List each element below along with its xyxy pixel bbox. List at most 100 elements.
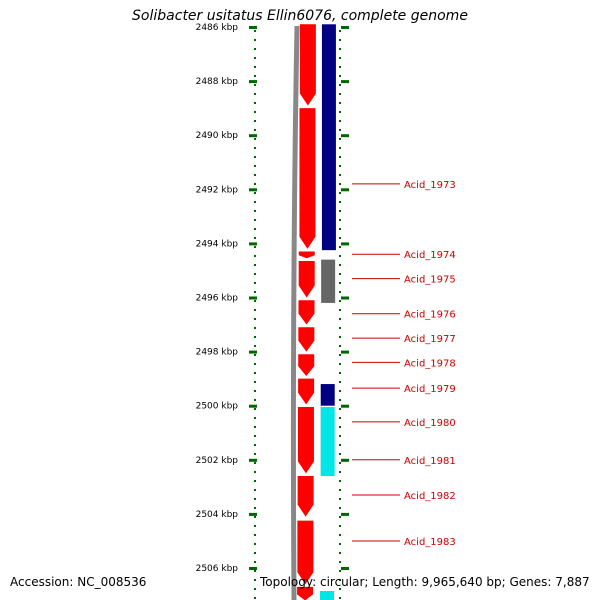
- ruler-dot-left: [254, 426, 256, 428]
- ruler-dot-right: [339, 273, 341, 275]
- ruler-dot-left: [254, 138, 256, 140]
- ruler-dot-left: [254, 597, 256, 599]
- gene-label: Acid_1980: [404, 418, 456, 429]
- ruler-dot-right: [339, 129, 341, 131]
- gene-label: Acid_1979: [404, 384, 456, 395]
- ruler-dot-left: [254, 228, 256, 230]
- ruler-dot-right: [339, 354, 341, 356]
- ruler-dot-right: [339, 525, 341, 527]
- gene-arrow: [298, 300, 315, 325]
- ruler-dot-left: [254, 507, 256, 509]
- ruler-dot-right: [339, 489, 341, 491]
- ruler-dot-left: [254, 282, 256, 284]
- ruler-dot-left: [254, 579, 256, 581]
- ruler-dot-left: [254, 75, 256, 77]
- ruler-dot-left: [254, 30, 256, 32]
- ruler-dot-right: [339, 534, 341, 536]
- ruler-dot-right: [339, 192, 341, 194]
- ruler-dot-left: [254, 102, 256, 104]
- feature-track: [320, 24, 336, 600]
- ruler-dot-right: [339, 408, 341, 410]
- ruler-dot-left: [254, 327, 256, 329]
- gene-labels: Acid_1973 Acid_1974 Acid_1975 Acid_1976 Acid…: [352, 180, 456, 548]
- axis-tick-label: 2502 kbp: [196, 456, 239, 466]
- ruler-dot-left: [254, 129, 256, 131]
- ruler-dot-left: [254, 111, 256, 113]
- ruler-dot-right: [339, 372, 341, 374]
- ruler-dot-left: [254, 57, 256, 59]
- ruler-dot-right: [339, 48, 341, 50]
- ruler-dot-left: [254, 345, 256, 347]
- gene-label: Acid_1978: [404, 358, 456, 369]
- gene-label: Acid_1975: [404, 275, 456, 286]
- ruler-dot-right: [339, 336, 341, 338]
- ruler-dot-left: [254, 408, 256, 410]
- ruler-dot-right: [339, 435, 341, 437]
- axis-tick-left: [249, 296, 257, 300]
- gene-arrow: [298, 378, 315, 405]
- ruler-dot-right: [339, 543, 341, 545]
- ruler-dot-right: [339, 480, 341, 482]
- ruler-dot-left: [254, 399, 256, 401]
- ruler-dot-left: [254, 300, 256, 302]
- axis-tick-right: [341, 350, 349, 354]
- axis-tick-right: [341, 404, 349, 408]
- gene-arrow: [297, 520, 314, 585]
- ruler-dot-left: [254, 318, 256, 320]
- ruler-dot-right: [339, 111, 341, 113]
- axis-tick-right: [341, 134, 349, 138]
- gene-arrow: [297, 586, 314, 600]
- ruler-dot-right: [339, 363, 341, 365]
- ruler-dot-right: [339, 462, 341, 464]
- ruler-dot-left: [254, 84, 256, 86]
- ruler-dot-right: [339, 156, 341, 158]
- gene-label: Acid_1981: [404, 456, 456, 467]
- ruler-dot-left: [254, 210, 256, 212]
- gene-arrow: [297, 476, 314, 517]
- right-ruler: [339, 30, 341, 599]
- ruler-dot-right: [339, 399, 341, 401]
- ruler-dot-right: [339, 219, 341, 221]
- ruler-dot-right: [339, 516, 341, 518]
- ruler-dot-right: [339, 255, 341, 257]
- ruler-dot-left: [254, 435, 256, 437]
- ruler-dot-left: [254, 120, 256, 122]
- ruler-dot-right: [339, 282, 341, 284]
- ruler-dot-left: [254, 309, 256, 311]
- ruler-dot-right: [339, 552, 341, 554]
- ruler-dot-right: [339, 570, 341, 572]
- axis-tick-left: [249, 80, 257, 84]
- ruler-dot-right: [339, 291, 341, 293]
- ruler-dot-left: [254, 498, 256, 500]
- ruler-dot-left: [254, 273, 256, 275]
- ruler-dot-left: [254, 165, 256, 167]
- gene-arrow: [298, 251, 315, 259]
- ruler-dot-right: [339, 426, 341, 428]
- ruler-dot-right: [339, 381, 341, 383]
- accession-text: Accession: NC_008536: [10, 575, 147, 589]
- ruler-dot-right: [339, 39, 341, 41]
- ruler-dot-right: [339, 390, 341, 392]
- axis-tick-left: [249, 350, 257, 354]
- ruler-dot-right: [339, 210, 341, 212]
- ruler-dot-left: [254, 588, 256, 590]
- ruler-dot-left: [254, 48, 256, 50]
- left-ruler: [254, 30, 256, 599]
- ruler-dot-right: [339, 93, 341, 95]
- ruler-dot-left: [254, 291, 256, 293]
- gene-label: Acid_1974: [404, 250, 456, 261]
- ruler-dot-right: [339, 498, 341, 500]
- axis-tick-right: [341, 26, 349, 29]
- ruler-dot-right: [339, 246, 341, 248]
- gene-arrow: [297, 407, 314, 474]
- gene-track: [297, 24, 316, 600]
- ruler-dot-left: [254, 444, 256, 446]
- ruler-dot-left: [254, 219, 256, 221]
- ruler-dot-right: [339, 453, 341, 455]
- axis-tick-left: [249, 26, 257, 29]
- ruler-dot-right: [339, 120, 341, 122]
- ruler-dot-left: [254, 516, 256, 518]
- feature-block: [320, 384, 335, 406]
- gene-arrow: [298, 354, 315, 376]
